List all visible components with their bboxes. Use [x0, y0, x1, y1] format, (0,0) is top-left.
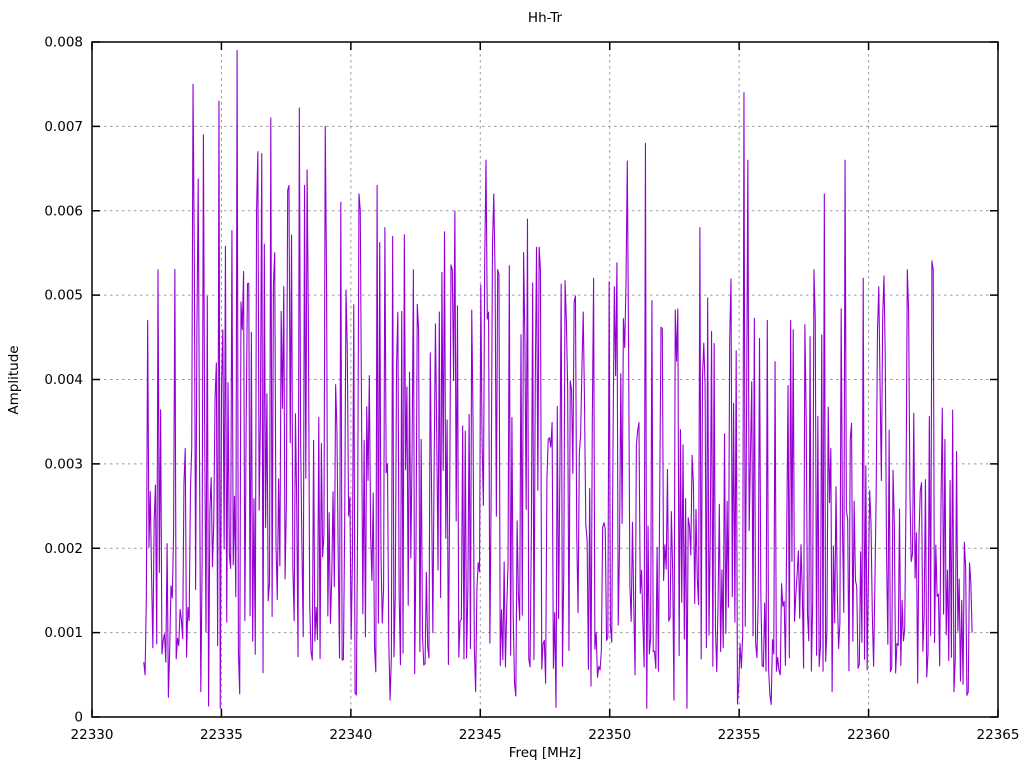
y-tick-label: 0.001 — [44, 625, 83, 641]
y-tick-label: 0.006 — [44, 203, 83, 219]
x-tick-label: 22365 — [977, 727, 1020, 743]
y-axis-label: Amplitude — [6, 345, 22, 415]
x-axis-label: Freq [MHz] — [508, 745, 582, 761]
y-tick-label: 0.002 — [44, 541, 83, 557]
x-tick-label: 22355 — [718, 727, 761, 743]
x-tick-label: 22330 — [71, 727, 114, 743]
x-tick-label: 22335 — [200, 727, 243, 743]
chart-title: Hh-Tr — [527, 10, 563, 26]
y-tick-label: 0.007 — [44, 119, 83, 135]
y-tick-label: 0.004 — [44, 372, 83, 388]
y-tick-label: 0.008 — [44, 35, 83, 51]
x-tick-label: 22350 — [588, 727, 631, 743]
y-tick-label: 0.003 — [44, 456, 83, 472]
x-tick-label: 22345 — [459, 727, 502, 743]
x-tick-label: 22340 — [329, 727, 372, 743]
data-series-line — [143, 49, 973, 710]
y-tick-label: 0 — [74, 710, 83, 726]
x-tick-label: 22360 — [847, 727, 890, 743]
y-tick-label: 0.005 — [44, 288, 83, 304]
